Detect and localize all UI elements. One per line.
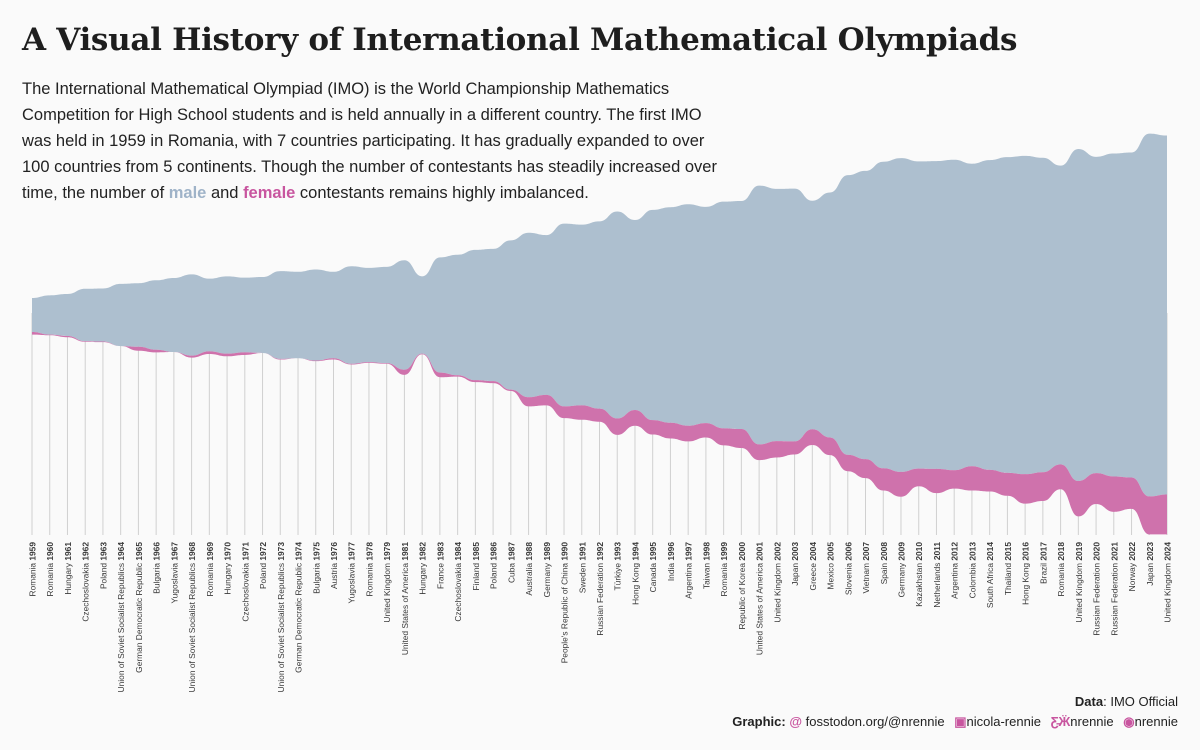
- x-axis-labels: Romania 1959 Romania 1960 Hungary 1961 Czec…: [28, 542, 1173, 693]
- x-tick-label: Cuba 1987: [506, 542, 516, 583]
- graphic-credit-colon: :: [781, 714, 786, 729]
- x-tick-label: Greece 2004: [808, 542, 818, 591]
- x-tick-label: Germany 2009: [896, 542, 906, 598]
- x-tick-label: Australia 1988: [524, 542, 534, 596]
- x-tick-label: Romania 1969: [205, 542, 215, 597]
- page-title: A Visual History of International Mathem…: [22, 22, 1018, 58]
- x-tick-label: Yugoslavia 1977: [347, 542, 357, 604]
- x-tick-label: Czechoslovakia 1962: [81, 542, 91, 622]
- legend-female-label: female: [243, 184, 296, 202]
- x-tick-label: Japan 2023: [1145, 542, 1155, 586]
- x-tick-label: Canada 1995: [648, 542, 658, 593]
- linkedin-icon: ▣: [954, 714, 967, 729]
- linkedin-link[interactable]: nicola-rennie: [966, 714, 1041, 729]
- x-tick-label: Union of Soviet Socialist Republics 1968: [187, 542, 197, 693]
- x-tick-label: United States of America 1981: [400, 542, 410, 655]
- male-series-area: [32, 133, 1167, 497]
- x-tick-label: Czechoslovakia 1984: [453, 542, 463, 622]
- x-tick-label: People's Republic of China 1990: [560, 542, 570, 664]
- x-tick-label: Austria 1976: [329, 542, 339, 589]
- x-tick-label: Poland 1986: [489, 542, 499, 589]
- x-tick-label: Mexico 2005: [826, 542, 836, 590]
- butterfly-icon: Ƹ̵Ӝ: [1050, 714, 1071, 729]
- x-tick-label: Poland 1972: [258, 542, 268, 589]
- x-tick-label: Finland 1985: [471, 542, 481, 591]
- x-tick-label: Romania 1960: [45, 542, 55, 597]
- female-series-area: [32, 332, 1167, 535]
- x-tick-label: Norway 2022: [1127, 542, 1137, 592]
- subtitle-text-2: contestants remains highly imbalanced.: [295, 184, 589, 202]
- x-tick-label: Argentina 2012: [950, 542, 960, 599]
- x-tick-label: Brazil 2017: [1038, 542, 1048, 584]
- x-tick-label: Czechoslovakia 1971: [240, 542, 250, 622]
- x-tick-label: Russian Federation 1992: [595, 542, 605, 636]
- x-tick-label: Taiwan 1998: [701, 542, 711, 589]
- x-tick-label: Spain 2008: [879, 542, 889, 585]
- x-tick-label: Russian Federation 2021: [1109, 542, 1119, 636]
- subtitle: The International Mathematical Olympiad …: [22, 76, 722, 206]
- github-icon: ◉: [1123, 714, 1135, 729]
- x-tick-label: Hungary 1982: [418, 542, 428, 595]
- x-tick-label: Hong Kong 1994: [630, 542, 640, 605]
- subtitle-text-1: The International Mathematical Olympiad …: [22, 80, 717, 202]
- x-tick-label: Bulgaria 1975: [311, 542, 321, 594]
- x-tick-label: Vietnam 2007: [861, 542, 871, 594]
- x-tick-label: Germany 1989: [542, 542, 552, 598]
- x-tick-label: Argentina 1997: [684, 542, 694, 599]
- x-tick-label: United Kingdom 2002: [772, 542, 782, 623]
- x-tick-label: South Africa 2014: [985, 542, 995, 608]
- x-tick-label: Colombia 2013: [967, 542, 977, 599]
- x-tick-label: Union of Soviet Socialist Republics 1964: [116, 542, 126, 693]
- x-tick-label: Türkiye 1993: [613, 542, 623, 591]
- x-tick-label: German Democratic Republic 1965: [134, 542, 144, 673]
- x-tick-label: Romania 1959: [28, 542, 38, 597]
- x-tick-label: India 1996: [666, 542, 676, 581]
- x-tick-label: United States of America 2001: [755, 542, 765, 655]
- x-tick-label: Slovenia 2006: [843, 542, 853, 595]
- x-tick-label: Romania 1999: [719, 542, 729, 597]
- x-tick-label: Hungary 1970: [223, 542, 233, 595]
- x-tick-label: Republic of Korea 2000: [737, 542, 747, 630]
- x-tick-label: Japan 2003: [790, 542, 800, 586]
- legend-male-label: male: [168, 184, 207, 202]
- x-tick-label: Thailand 2015: [1003, 542, 1013, 595]
- mastodon-icon: @: [789, 714, 803, 729]
- x-tick-label: German Democratic Republic 1974: [294, 542, 304, 673]
- x-tick-label: Bulgaria 1966: [152, 542, 162, 594]
- subtitle-and: and: [206, 184, 244, 202]
- x-tick-label: Union of Soviet Socialist Republics 1973: [276, 542, 286, 693]
- x-tick-label: Sweden 1991: [577, 542, 587, 594]
- x-tick-label: Poland 1963: [98, 542, 108, 589]
- x-tick-label: United Kingdom 2019: [1074, 542, 1084, 623]
- x-tick-label: Netherlands 2011: [932, 542, 942, 608]
- x-tick-label: Russian Federation 2020: [1092, 542, 1102, 636]
- x-tick-label: United Kingdom 2024: [1163, 542, 1173, 623]
- data-source-caption: Data: IMO Official: [1075, 694, 1178, 709]
- bluesky-link[interactable]: nrennie: [1070, 714, 1114, 729]
- github-link[interactable]: nrennie: [1134, 714, 1178, 729]
- x-tick-label: Hong Kong 2016: [1021, 542, 1031, 605]
- data-source-label: Data: [1074, 694, 1104, 709]
- x-tick-label: Hungary 1961: [63, 542, 73, 595]
- x-tick-label: Kazakhstan 2010: [914, 542, 924, 607]
- data-source-value: : IMO Official: [1103, 694, 1178, 709]
- mastodon-link[interactable]: fosstodon.org/@nrennie: [805, 714, 945, 729]
- x-tick-label: Romania 2018: [1056, 542, 1066, 597]
- x-tick-label: United Kingdom 1979: [382, 542, 392, 623]
- x-tick-label: Romania 1978: [364, 542, 374, 597]
- x-tick-label: Yugoslavia 1967: [169, 542, 179, 604]
- x-tick-label: France 1983: [435, 542, 445, 589]
- graphic-credit-caption: Graphic: @ fosstodon.org/@nrennie ▣nicol…: [732, 714, 1178, 730]
- graphic-credit-label: Graphic: [732, 714, 782, 729]
